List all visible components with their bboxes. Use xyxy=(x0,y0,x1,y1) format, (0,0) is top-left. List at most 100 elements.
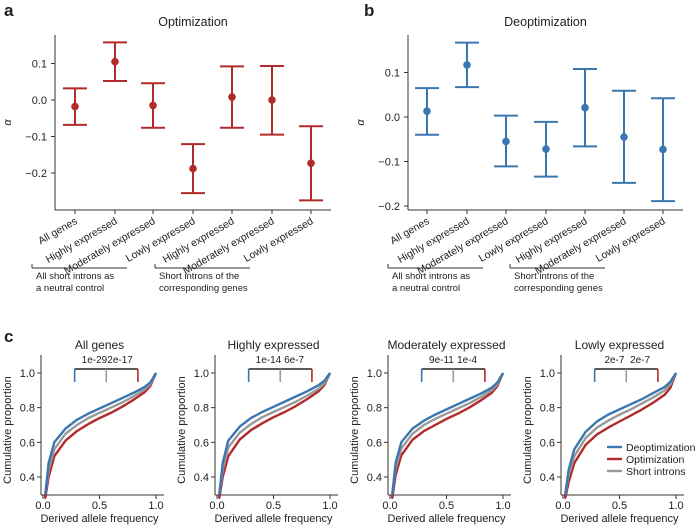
y-tick-label: 0.4 xyxy=(194,472,209,484)
x-axis-label: Derived allele frequency xyxy=(214,513,333,525)
panel-label-c: c xyxy=(4,327,13,346)
group-label-control: a neutral control xyxy=(36,283,104,294)
y-tick-label: 0.4 xyxy=(540,472,555,484)
x-tick-label: 0.0 xyxy=(382,500,397,512)
y-tick-label: 0.6 xyxy=(540,437,555,449)
cdf-line-optimization xyxy=(44,372,158,499)
data-point xyxy=(228,93,236,101)
y-tick-label: 1.0 xyxy=(367,368,382,380)
y-tick-label: 0.6 xyxy=(367,437,382,449)
cdf-line-deoptimization xyxy=(564,372,678,496)
group-label-control: a neutral control xyxy=(392,283,460,294)
x-tick-label: 0.5 xyxy=(92,500,107,512)
x-tick-label: 0.0 xyxy=(35,500,50,512)
data-point xyxy=(659,145,667,154)
x-tick-label: 1.0 xyxy=(148,500,163,512)
cdf-line-deoptimization xyxy=(391,372,505,496)
p-value-left: 1e-14 xyxy=(256,355,282,366)
cdf-line-optimization xyxy=(564,372,678,499)
x-axis-label: Derived allele frequency xyxy=(40,513,159,525)
group-label-control: All short introns as xyxy=(392,271,470,282)
x-tick-label: 1.0 xyxy=(322,500,337,512)
y-tick-label: 0.4 xyxy=(20,472,35,484)
legend-label: Short introns xyxy=(626,466,686,478)
x-tick-label: 0.0 xyxy=(555,500,570,512)
cdf-line-deoptimization xyxy=(44,372,158,496)
x-tick-label: 0.5 xyxy=(439,500,454,512)
cdf-line-short-introns xyxy=(44,372,158,496)
subplot-title: All genes xyxy=(75,338,124,352)
chart-title: Deoptimization xyxy=(504,15,587,29)
data-point xyxy=(307,159,315,167)
legend-label: Optimization xyxy=(626,454,685,466)
y-tick-label: −0.2 xyxy=(378,201,400,213)
y-tick-label: 0.4 xyxy=(367,472,382,484)
y-tick-label: −0.1 xyxy=(25,132,47,144)
legend-label: Deoptimization xyxy=(626,442,696,454)
group-label-corresponding: Short introns of the xyxy=(159,271,239,282)
chart-title: Optimization xyxy=(158,15,228,29)
x-tick-label: 0.5 xyxy=(266,500,281,512)
y-axis-label: Cumulative proportion xyxy=(522,376,534,484)
cdf-line-deoptimization xyxy=(218,372,331,496)
y-tick-label: 0.8 xyxy=(367,403,382,415)
y-tick-label: 0.0 xyxy=(385,112,400,124)
panel-label-a: a xyxy=(4,1,14,20)
cdf-line-optimization xyxy=(218,372,332,499)
y-axis-label: α xyxy=(355,119,367,126)
data-point xyxy=(189,164,197,173)
y-tick-label: 1.0 xyxy=(540,368,555,380)
y-axis-label: Cumulative proportion xyxy=(2,376,14,484)
data-point xyxy=(463,61,471,69)
p-value-right: 2e-17 xyxy=(107,355,133,366)
x-tick-label: Lowly expressed xyxy=(594,215,668,265)
x-tick-label: 0.5 xyxy=(612,500,627,512)
x-tick-label: 1.0 xyxy=(495,500,510,512)
group-label-corresponding: corresponding genes xyxy=(514,283,603,294)
y-axis-label: Cumulative proportion xyxy=(349,376,361,484)
y-tick-label: 1.0 xyxy=(20,368,35,380)
group-label-corresponding: corresponding genes xyxy=(159,283,248,294)
x-tick-label: 1.0 xyxy=(668,500,683,512)
x-axis-label: Derived allele frequency xyxy=(560,513,679,525)
subplot-title: Lowly expressed xyxy=(575,338,664,352)
data-point xyxy=(149,101,157,110)
y-tick-label: 0.8 xyxy=(194,403,209,415)
group-label-corresponding: Short introns of the xyxy=(514,271,594,282)
p-value-left: 2e-7 xyxy=(604,355,624,366)
data-point xyxy=(71,102,79,111)
cdf-line-short-introns xyxy=(564,372,678,496)
y-tick-label: 0.8 xyxy=(540,403,555,415)
p-value-right: 1e-4 xyxy=(457,355,477,366)
x-tick-label: Lowly expressed xyxy=(242,215,316,265)
cdf-line-short-introns xyxy=(218,372,332,496)
y-tick-label: 0.8 xyxy=(20,403,35,415)
y-tick-label: −0.2 xyxy=(25,168,47,180)
y-axis-label: α xyxy=(2,119,14,126)
group-label-control: All short introns as xyxy=(36,271,114,282)
y-tick-label: 1.0 xyxy=(194,368,209,380)
subplot-title: Moderately expressed xyxy=(387,338,505,352)
x-axis-label: Derived allele frequency xyxy=(387,513,506,525)
p-value-right: 2e-7 xyxy=(630,355,650,366)
p-value-right: 6e-7 xyxy=(284,355,304,366)
data-point xyxy=(423,107,431,116)
chart-layer: Optimization α 0.1 0.0 −0.1 −0.2 All genes High… xyxy=(2,15,696,525)
data-point xyxy=(542,145,550,153)
y-tick-label: 0.1 xyxy=(32,59,47,71)
p-value-left: 1e-29 xyxy=(82,355,108,366)
y-tick-label: 0.6 xyxy=(194,437,209,449)
data-point xyxy=(268,96,276,104)
subplot-title: Highly expressed xyxy=(227,338,319,352)
cdf-subplot: Moderately expressed 0.4 0.6 0.8 1.0 0.0 0.5 1.… xyxy=(349,338,511,525)
data-point xyxy=(620,133,628,141)
data-point xyxy=(581,103,589,112)
y-tick-label: −0.1 xyxy=(378,157,400,169)
data-point xyxy=(111,57,119,66)
y-tick-label: 0.0 xyxy=(32,95,47,107)
